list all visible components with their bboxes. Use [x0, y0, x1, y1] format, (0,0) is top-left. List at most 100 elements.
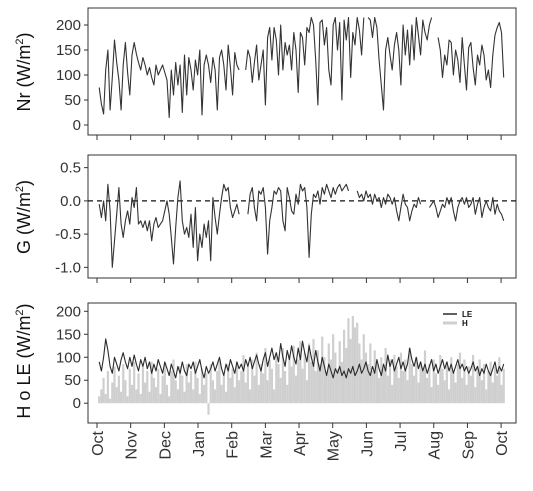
- h-bar: [233, 387, 236, 404]
- hle-y-tick-label: 150: [56, 326, 81, 343]
- h-bar: [454, 382, 457, 404]
- month-label: Mar: [258, 430, 275, 458]
- h-bar: [340, 361, 344, 404]
- hle-y-tick-label: 200: [56, 303, 81, 320]
- h-bar: [211, 380, 214, 404]
- h-bar: [393, 354, 396, 404]
- h-bar: [266, 380, 269, 404]
- h-bar: [172, 359, 175, 404]
- hle-h-bars: [98, 315, 505, 415]
- h-bar: [323, 357, 326, 404]
- h-bar: [491, 382, 494, 404]
- h-bar: [375, 361, 378, 404]
- h-bar: [246, 366, 249, 404]
- panel-hle: H o LE (W/m2) 0 50 100 150 200 LE H: [14, 302, 517, 428]
- h-bar: [364, 352, 368, 404]
- h-bar: [185, 364, 188, 404]
- h-bar: [207, 403, 210, 415]
- h-bar: [288, 354, 291, 404]
- h-bar: [130, 384, 134, 404]
- h-bar: [165, 384, 169, 404]
- h-bar: [498, 357, 501, 404]
- hle-x-ticks: [96, 423, 502, 428]
- h-bar: [203, 384, 206, 404]
- h-bar: [200, 368, 204, 404]
- h-bar: [270, 368, 274, 404]
- h-bar: [412, 375, 416, 404]
- h-bar: [198, 394, 201, 404]
- h-bar: [218, 359, 221, 404]
- h-bar: [183, 391, 186, 404]
- h-bar: [308, 343, 311, 404]
- hle-y-tick-label: 100: [56, 349, 81, 366]
- h-bar: [404, 359, 407, 404]
- h-bar: [161, 375, 164, 404]
- h-bar: [157, 368, 160, 404]
- nr-y-tick-label: 200: [56, 17, 81, 34]
- h-bar: [163, 364, 166, 404]
- legend: LE H: [443, 310, 473, 328]
- nr-axis-title: Nr (W/m2): [14, 32, 34, 111]
- h-bar: [377, 377, 381, 404]
- panel-nr: Nr (W/m2) 0 50 100 150 200: [14, 7, 517, 140]
- h-bar: [299, 341, 302, 404]
- h-bar: [292, 345, 295, 404]
- h-bar: [170, 371, 173, 404]
- h-bar: [102, 377, 105, 404]
- h-bar: [456, 364, 459, 404]
- h-bar: [391, 384, 394, 404]
- nr-y-tick-label: 50: [64, 92, 81, 109]
- h-bar: [178, 366, 182, 404]
- g-y-tick-label: -0.5: [55, 226, 81, 243]
- g-x-ticks: [96, 278, 502, 283]
- h-bar: [283, 371, 287, 404]
- month-label: Aug: [427, 431, 444, 459]
- h-bar: [213, 389, 217, 404]
- h-bar: [474, 387, 477, 404]
- h-bar: [144, 382, 147, 404]
- nr-plot-frame: [87, 7, 517, 136]
- h-bar: [380, 357, 383, 404]
- h-bar: [253, 375, 256, 404]
- h-bar: [286, 384, 289, 404]
- nr-series-line: [437, 21, 505, 91]
- h-bar: [242, 354, 245, 404]
- h-bar: [238, 380, 241, 404]
- h-bar: [434, 373, 438, 404]
- hle-series-line: [98, 338, 505, 379]
- h-bar: [290, 366, 293, 404]
- h-bar: [141, 366, 145, 404]
- h-bar: [406, 380, 409, 404]
- h-bar: [472, 354, 475, 404]
- hle-series: [98, 338, 505, 379]
- h-bar: [447, 389, 451, 404]
- legend-h-label: H: [462, 319, 468, 328]
- h-bar: [419, 361, 422, 404]
- nr-series-line: [245, 16, 365, 106]
- h-bar: [224, 391, 228, 404]
- h-bar: [437, 384, 440, 404]
- h-bar: [423, 350, 427, 404]
- h-bar: [417, 382, 420, 404]
- panel-g: G (W/m2) -1.0 -0.5 0.0 0.5: [14, 154, 517, 283]
- h-bar: [244, 382, 247, 404]
- h-bar: [445, 361, 448, 404]
- h-bar: [133, 361, 136, 404]
- month-label: Oct: [494, 430, 511, 455]
- h-bar: [329, 359, 333, 404]
- h-bar: [154, 387, 158, 404]
- h-bar: [126, 396, 129, 404]
- h-bar: [176, 389, 180, 404]
- g-y-tick-label: -1.0: [55, 259, 81, 276]
- nr-y-tick-label: 0: [73, 117, 81, 134]
- month-labels: Oct Nov Dec Jan Feb Mar Apr May Jun Jul Aug Sep Oct: [90, 430, 511, 461]
- nr-y-ticks: 0 50 100 150 200: [56, 17, 88, 134]
- h-bar: [310, 361, 313, 404]
- h-bar: [452, 373, 455, 404]
- h-bar: [397, 377, 400, 404]
- h-bar: [100, 389, 103, 404]
- h-bar: [358, 343, 361, 404]
- hle-y-ticks: 0 50 100 150 200: [56, 303, 88, 412]
- h-bar: [119, 391, 123, 404]
